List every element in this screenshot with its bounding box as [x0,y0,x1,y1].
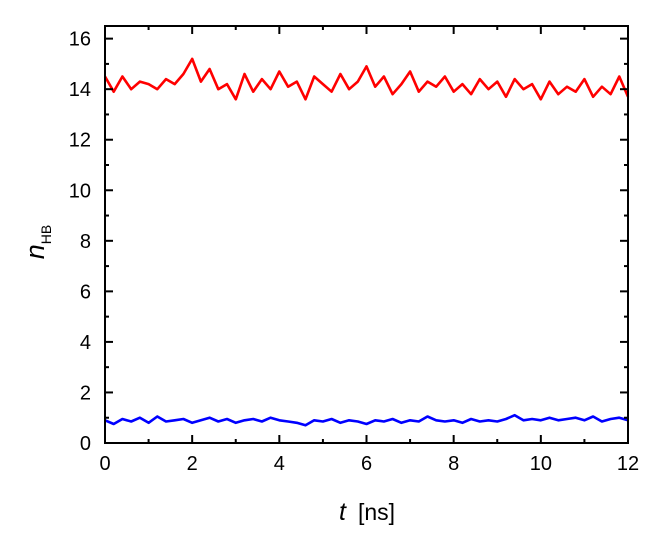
x-axis-unit: [ns] [358,499,395,525]
y-tick-label: 2 [80,382,91,404]
x-axis-label: t [ns] [339,498,395,526]
y-axis-label: nHB [20,225,54,259]
y-tick-label: 6 [80,281,91,303]
series-line-1 [103,57,630,101]
x-axis-symbol: t [339,498,347,526]
x-tick-label: 2 [187,453,198,475]
plot-frame [104,25,629,444]
x-tick-label: 8 [448,453,459,475]
x-tick-label: 6 [361,453,372,475]
y-tick-label: 10 [69,180,91,202]
y-tick-label: 0 [80,433,91,455]
plot-area [103,57,630,427]
series-line-2 [104,413,629,427]
x-tick-label: 0 [99,453,110,475]
y-tick-label: 12 [69,130,91,152]
y-axis-symbol: n [20,244,50,259]
y-tick-label: 16 [69,29,91,51]
y-tick-label: 14 [69,79,91,101]
y-tick-label: 8 [80,231,91,253]
x-tick-label: 10 [530,453,552,475]
y-tick-label: 4 [80,332,91,354]
y-axis: 0 2 4 6 8 10 12 14 16 [69,29,628,455]
x-axis: 0 2 4 6 8 10 12 [99,26,639,475]
y-axis-subscript: HB [38,225,54,244]
x-tick-label: 12 [617,453,639,475]
x-tick-label: 4 [274,453,285,475]
